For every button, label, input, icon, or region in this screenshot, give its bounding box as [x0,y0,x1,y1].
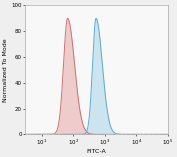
Y-axis label: Normalized To Mode: Normalized To Mode [4,38,8,102]
X-axis label: FITC-A: FITC-A [87,149,107,154]
